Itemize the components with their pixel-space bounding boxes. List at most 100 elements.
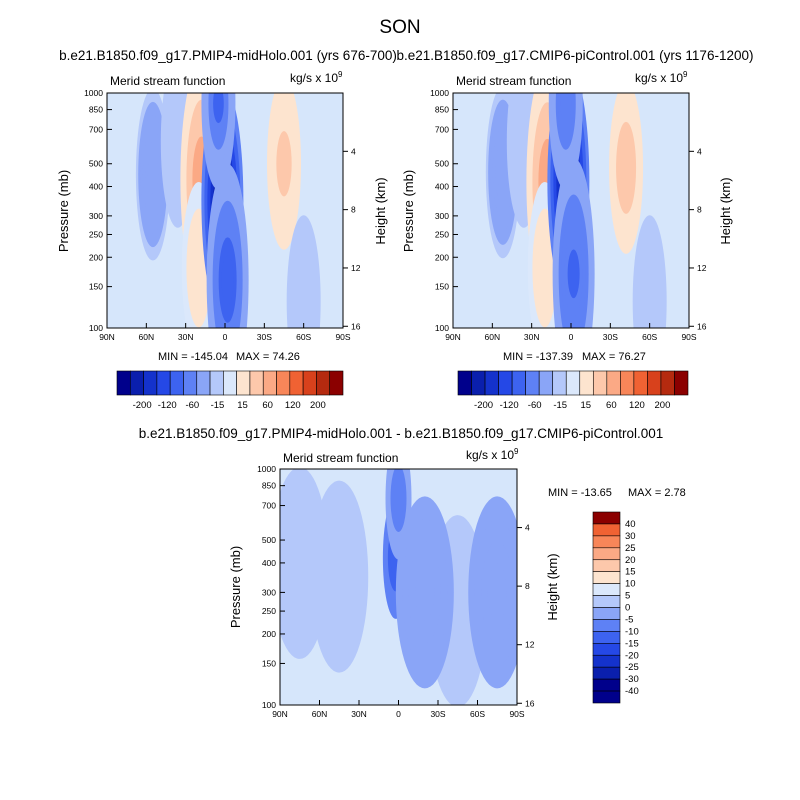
panel-1-field: [107, 93, 343, 328]
panel-3-y2-tick-label: 4: [525, 523, 530, 533]
panel-3-right-string-exp: 9: [514, 447, 519, 456]
panel-3-colorbar-label: -5: [625, 614, 633, 625]
panel-3-x-tick-label: 60N: [312, 709, 328, 719]
panel-3-y2-tick-label: 16: [525, 698, 535, 708]
panel-2-colorbar-box: [620, 370, 635, 396]
panel-3-max-label: MAX = 2.78: [628, 487, 686, 499]
panel-3-colorbar-label: -15: [625, 638, 639, 649]
panel-2-y-tick-label: 100: [435, 323, 449, 333]
panel-2-colorbar-box: [606, 370, 621, 396]
panel-3-colorbar-label: -30: [625, 674, 639, 685]
panel-1-cell-8-level-5: [213, 93, 224, 124]
panel-2-axes: 90N 60N 30N 0 30S 60S 90S 100 150 200 250 300 400 500…: [430, 88, 707, 342]
panel-2-colorbar-box: [647, 370, 662, 396]
panel-1-y2-tick-label: 4: [351, 146, 356, 156]
panel-3-colorbar-box: [592, 643, 621, 656]
panel-2-y2-tick-label: 16: [697, 321, 707, 331]
panel-3-colorbar-box: [592, 595, 621, 608]
panel-2-cell-0-level-5: [497, 152, 509, 192]
panel-3-colorbar-box: [592, 523, 621, 537]
panel-2-cell-6-level-5: [620, 148, 632, 188]
panel-3-colorbar-box: [592, 607, 621, 620]
panel-2-y2-tick-label: 8: [697, 205, 702, 215]
panel-1-y-tick-label: 100: [89, 323, 103, 333]
panel-3-title: b.e21.B1850.f09_g17.PMIP4-midHolo.001 - …: [139, 426, 664, 441]
panel-3-colorbar-box: [592, 583, 621, 596]
panel-1-max-label: MAX = 74.26: [236, 351, 300, 363]
panel-3-x-tick-label: 90S: [509, 709, 524, 719]
panel-2-colorbar-label: 60: [606, 400, 617, 411]
panel-1-x-tick-label: 90N: [99, 332, 115, 342]
panel-2-colorbar-label: 200: [655, 400, 671, 411]
panel-1-colorbar-box: [169, 370, 184, 396]
panel-1-x-tick-label: 60S: [296, 332, 311, 342]
panel-2-colorbar-box: [674, 370, 689, 396]
panel-1-axes: 90N 60N 30N 0 30S 60S 90S 100 150 200 250 300 400 500…: [84, 88, 361, 342]
panel-3-colorbar-box: [592, 631, 621, 644]
panel-1-y-tick-label: 1000: [84, 88, 103, 98]
panel-3-cell-5-level-3: [290, 534, 310, 592]
panel-3-cell-1-level-3: [393, 478, 404, 519]
panel-3-cell-6-level-3: [487, 563, 507, 621]
panel-2-y-tick-label: 200: [435, 252, 449, 262]
panel-2-x-tick-label: 30S: [603, 332, 618, 342]
panel-1-y-tick-label: 250: [89, 229, 103, 239]
panel-2: b.e21.B1850.f09_g17.CMIP6-piControl.001 …: [397, 48, 754, 411]
panel-1-colorbar-label: 200: [310, 400, 326, 411]
panel-1-colorbar-label: 15: [237, 400, 248, 411]
panel-3-colorbar-label: -25: [625, 662, 639, 673]
panel-1-colorbar-label: 120: [285, 400, 301, 411]
panel-2-colorbar-box: [565, 370, 581, 396]
panel-1-y-tick-label: 500: [89, 159, 103, 169]
panel-3: b.e21.B1850.f09_g17.PMIP4-midHolo.001 - …: [139, 426, 686, 719]
panel-2-cell-7-level-5: [644, 281, 656, 321]
panel-3-axes: 90N 60N 30N 0 30S 60S 90S 100 150 200 250 300 400 500…: [257, 464, 535, 719]
panel-3-x-tick-label: 30N: [351, 709, 367, 719]
panel-3-x-tick-label: 0: [396, 709, 401, 719]
panel-1-colorbar-label: -15: [211, 400, 225, 411]
panel-3-right-string: kg/s x 109: [466, 447, 519, 462]
panel-2-colorbar-box: [633, 370, 648, 396]
panel-1-colorbar-box: [209, 370, 224, 396]
panel-2-colorbar-box: [538, 370, 554, 396]
panel-1-title: b.e21.B1850.f09_g17.PMIP4-midHolo.001 (y…: [59, 48, 397, 63]
panel-3-colorbar-label: 25: [625, 543, 636, 554]
panel-2-colorbar-box: [660, 370, 675, 396]
panel-1-y-tick-label: 150: [89, 282, 103, 292]
panel-3-colorbar-box: [592, 666, 621, 680]
panel-2-x-tick-label: 30N: [524, 332, 540, 342]
panel-1-colorbar-box: [236, 370, 251, 396]
panel-3-x-tick-label: 30S: [430, 709, 445, 719]
panel-1-colorbar-box: [116, 370, 131, 396]
panel-1-right-string-exp: 9: [338, 70, 343, 79]
panel-3-colorbar-label: 15: [625, 567, 636, 578]
panel-2-colorbar-label: -200: [474, 400, 493, 411]
panel-2-ylabel: Pressure (mb): [401, 170, 416, 252]
panel-2-x-tick-label: 0: [569, 332, 574, 342]
panel-1-x-tick-label: 30S: [257, 332, 272, 342]
panel-3-colorbar-box: [592, 619, 621, 632]
panel-2-y-tick-label: 400: [435, 182, 449, 192]
panel-3-y-tick-label: 150: [262, 658, 276, 668]
panel-2-right-string: kg/s x 109: [635, 70, 688, 85]
panel-3-colorbar-box: [592, 547, 621, 561]
panel-1-colorbar-box: [129, 370, 144, 396]
panel-3-colorbar-label: -20: [625, 650, 639, 661]
panel-1-min-label: MIN = -145.04: [158, 351, 228, 363]
panel-2-colorbar-label: -120: [500, 400, 519, 411]
panel-1-colorbar-box: [196, 370, 211, 396]
panel-1-y-tick-label: 700: [89, 124, 103, 134]
panel-3-y-tick-label: 100: [262, 700, 276, 710]
panel-3-colorbar-label: 5: [625, 591, 630, 602]
panel-1: b.e21.B1850.f09_g17.PMIP4-midHolo.001 (y…: [56, 48, 397, 411]
panel-1-colorbar-label: -60: [185, 400, 199, 411]
panel-1-colorbar-box: [329, 370, 344, 396]
panel-2-title: b.e21.B1850.f09_g17.CMIP6-piControl.001 …: [397, 48, 754, 63]
panel-2-colorbar-box: [579, 370, 594, 396]
panel-1-cell-3-level-5: [193, 248, 205, 288]
panel-3-colorbar-box: [592, 571, 621, 584]
panel-3-y-tick-label: 250: [262, 606, 276, 616]
panel-3-colorbar-label: 20: [625, 555, 636, 566]
panel-2-colorbar-label: 15: [580, 400, 591, 411]
